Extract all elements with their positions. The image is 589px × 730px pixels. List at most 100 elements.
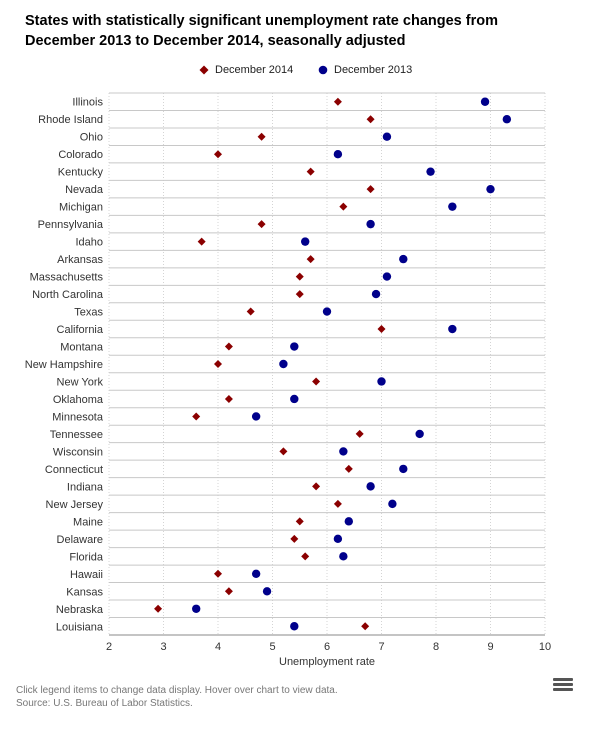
category-label: Tennessee: [50, 429, 103, 441]
category-label: Arkansas: [57, 254, 103, 266]
data-point-december-2014[interactable]: [312, 377, 321, 386]
data-point-december-2013[interactable]: [486, 184, 495, 194]
data-point-december-2013[interactable]: [399, 464, 408, 474]
data-point-december-2013[interactable]: [371, 289, 381, 299]
data-point-december-2014[interactable]: [246, 307, 255, 316]
data-point-december-2014[interactable]: [306, 255, 315, 264]
data-point-december-2013[interactable]: [448, 202, 457, 211]
category-label: Massachusetts: [30, 272, 104, 284]
source-note: Source: U.S. Bureau of Labor Statistics.: [16, 698, 193, 709]
data-point-december-2014[interactable]: [366, 115, 375, 124]
x-tick-label: 3: [160, 641, 166, 653]
data-point-december-2013[interactable]: [366, 219, 375, 229]
data-point-december-2014[interactable]: [295, 272, 304, 281]
data-point-december-2014[interactable]: [197, 237, 206, 246]
category-label: Oklahoma: [53, 394, 104, 406]
data-point-december-2013[interactable]: [366, 482, 375, 491]
data-point-december-2014[interactable]: [339, 202, 348, 211]
data-point-december-2014[interactable]: [224, 342, 233, 351]
data-point-december-2014[interactable]: [355, 429, 364, 438]
data-point-december-2014[interactable]: [333, 97, 342, 106]
x-tick-label: 4: [215, 641, 221, 653]
data-point-december-2014[interactable]: [301, 552, 310, 561]
data-point-december-2013[interactable]: [448, 324, 457, 334]
category-label: Nevada: [65, 184, 104, 196]
category-label: Michigan: [59, 202, 103, 214]
data-point-december-2013[interactable]: [480, 97, 490, 106]
data-point-december-2014[interactable]: [366, 185, 375, 194]
legend: December 2014 December 2013: [0, 64, 589, 82]
data-point-december-2013[interactable]: [262, 587, 272, 596]
data-point-december-2014[interactable]: [306, 167, 315, 176]
data-point-december-2014[interactable]: [377, 325, 386, 334]
circle-icon: [318, 65, 328, 75]
data-point-december-2013[interactable]: [344, 517, 353, 526]
x-tick-label: 10: [539, 641, 551, 653]
footer-note: Click legend items to change data displa…: [16, 685, 338, 696]
data-point-december-2013[interactable]: [279, 359, 288, 369]
data-point-december-2013[interactable]: [301, 237, 310, 246]
data-point-december-2013[interactable]: [322, 307, 332, 316]
category-label: Maine: [73, 516, 103, 528]
data-point-december-2014[interactable]: [361, 622, 370, 631]
data-point-december-2013[interactable]: [339, 447, 348, 456]
legend-item-december-2014[interactable]: December 2014: [199, 64, 293, 76]
data-point-december-2013[interactable]: [382, 132, 392, 141]
legend-item-december-2013[interactable]: December 2013: [318, 64, 412, 76]
category-label: Illinois: [72, 97, 103, 109]
category-label: Pennsylvania: [38, 219, 104, 231]
chart-footer: Click legend items to change data displa…: [16, 684, 338, 710]
data-point-december-2014[interactable]: [279, 447, 288, 456]
data-point-december-2013[interactable]: [339, 552, 348, 561]
data-point-december-2013[interactable]: [333, 534, 343, 544]
data-point-december-2013[interactable]: [290, 622, 299, 631]
data-point-december-2013[interactable]: [290, 342, 299, 351]
data-point-december-2014[interactable]: [295, 517, 304, 526]
x-tick-label: 8: [433, 641, 439, 653]
data-point-december-2013[interactable]: [192, 604, 201, 613]
data-point-december-2014[interactable]: [214, 569, 222, 578]
category-label: Nebraska: [56, 604, 104, 616]
data-point-december-2014[interactable]: [192, 412, 201, 421]
data-point-december-2014[interactable]: [312, 482, 321, 491]
category-label: Connecticut: [45, 464, 103, 476]
data-point-december-2013[interactable]: [502, 115, 512, 124]
data-point-december-2014[interactable]: [290, 534, 299, 543]
data-point-december-2014[interactable]: [224, 394, 233, 403]
data-point-december-2014[interactable]: [295, 290, 304, 299]
category-label: Kentucky: [58, 167, 104, 179]
category-label: New Hampshire: [25, 359, 103, 371]
hamburger-menu-icon[interactable]: [553, 678, 573, 696]
data-point-december-2013[interactable]: [382, 272, 392, 281]
category-label: Rhode Island: [38, 114, 103, 126]
category-label: Colorado: [58, 149, 103, 161]
x-tick-label: 9: [487, 641, 493, 653]
category-label: California: [57, 324, 104, 336]
data-point-december-2013[interactable]: [388, 499, 397, 509]
category-label: Montana: [60, 342, 104, 354]
data-point-december-2014[interactable]: [333, 499, 342, 508]
data-point-december-2014[interactable]: [224, 587, 233, 596]
data-point-december-2014[interactable]: [344, 464, 353, 473]
data-point-december-2013[interactable]: [426, 167, 435, 176]
legend-label: December 2013: [334, 64, 413, 76]
data-point-december-2014[interactable]: [257, 220, 266, 229]
data-point-december-2013[interactable]: [290, 394, 299, 404]
data-point-december-2013[interactable]: [251, 412, 261, 421]
data-point-december-2014[interactable]: [154, 604, 163, 613]
category-label: Minnesota: [52, 411, 104, 423]
legend-label: December 2014: [215, 64, 294, 76]
data-point-december-2013[interactable]: [333, 149, 343, 159]
category-label: Kansas: [66, 586, 103, 598]
category-label: New York: [57, 376, 104, 388]
data-point-december-2014[interactable]: [257, 132, 266, 141]
data-point-december-2013[interactable]: [377, 377, 386, 386]
data-point-december-2014[interactable]: [214, 150, 222, 159]
data-point-december-2013[interactable]: [415, 429, 424, 439]
category-label: Idaho: [75, 237, 103, 249]
data-point-december-2014[interactable]: [214, 360, 222, 368]
category-label: Wisconsin: [53, 446, 103, 458]
data-point-december-2013[interactable]: [251, 569, 261, 579]
chart-plot[interactable]: 2 3 4 5 6 7 8 9 10 Unemployment rate Illinois Rhode…: [0, 0, 589, 680]
data-point-december-2013[interactable]: [399, 254, 408, 264]
